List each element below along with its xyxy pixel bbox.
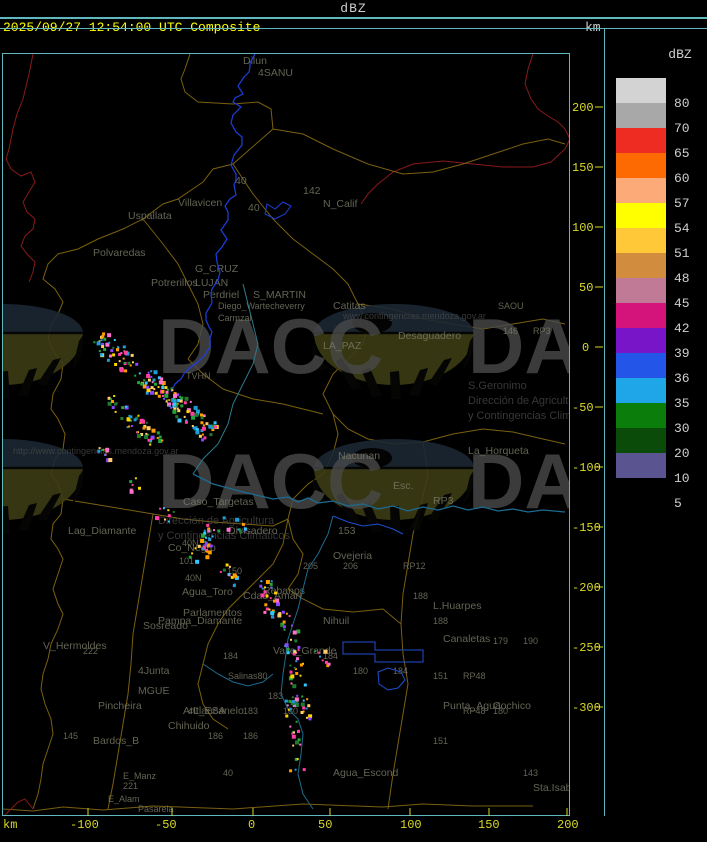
svg-text:40N: 40N xyxy=(185,573,202,583)
svg-text:LUJAN: LUJAN xyxy=(195,277,228,289)
svg-text:Salinas80: Salinas80 xyxy=(228,671,268,681)
svg-text:184: 184 xyxy=(223,651,238,661)
svg-text:Nihuil: Nihuil xyxy=(323,615,349,627)
svg-text:153: 153 xyxy=(338,525,356,537)
svg-text:Potrerillos: Potrerillos xyxy=(151,277,198,289)
svg-text:Villavicen: Villavicen xyxy=(178,197,222,209)
svg-text:Bardos_B: Bardos_B xyxy=(93,735,139,747)
svg-text:Esc.: Esc. xyxy=(393,480,413,492)
svg-text:151: 151 xyxy=(433,736,448,746)
svg-text:188: 188 xyxy=(413,591,428,601)
svg-text:Perdriel: Perdriel xyxy=(203,289,239,301)
svg-text:Lag_Diamante: Lag_Diamante xyxy=(68,525,136,537)
svg-text:N_Calif: N_Calif xyxy=(323,198,358,210)
svg-text:Agua_Toro: Agua_Toro xyxy=(182,586,233,598)
svg-text:Desaguadero: Desaguadero xyxy=(398,330,461,342)
svg-text:y Contingencias Climáticos: y Contingencias Climáticos xyxy=(468,410,570,422)
svg-text:142: 142 xyxy=(303,185,321,197)
svg-text:184: 184 xyxy=(393,666,408,676)
svg-text:Polvaredas: Polvaredas xyxy=(93,247,146,259)
svg-text:Parlamentos: Parlamentos xyxy=(183,607,242,619)
svg-text:4SANU: 4SANU xyxy=(258,67,293,79)
svg-text:Canaletas: Canaletas xyxy=(443,633,490,645)
svg-text:143: 143 xyxy=(523,768,538,778)
svg-text:Cdad_Amari: Cdad_Amari xyxy=(243,590,301,602)
svg-text:206: 206 xyxy=(343,561,358,571)
svg-text:Diego_Wartecheverry: Diego_Wartecheverry xyxy=(218,301,305,311)
svg-text:40: 40 xyxy=(235,175,247,187)
svg-text:Dilun: Dilun xyxy=(243,55,267,67)
svg-text:L.Huarpes: L.Huarpes xyxy=(433,600,481,612)
svg-text:E_Alam: E_Alam xyxy=(108,794,140,804)
svg-text:183: 183 xyxy=(243,706,258,716)
svg-text:www.contingencias.mendoza.gov.: www.contingencias.mendoza.gov.ar xyxy=(342,311,486,321)
svg-text:190: 190 xyxy=(523,636,538,646)
svg-text:221: 221 xyxy=(123,781,138,791)
svg-text:180: 180 xyxy=(353,666,368,676)
svg-text:SAOU: SAOU xyxy=(498,301,524,311)
svg-text:4Junta: 4Junta xyxy=(138,665,170,677)
svg-text:146: 146 xyxy=(503,326,518,336)
svg-text:MGUE: MGUE xyxy=(138,685,170,697)
svg-text:RP3: RP3 xyxy=(533,326,551,336)
svg-text:G_CRUZ: G_CRUZ xyxy=(195,263,239,275)
svg-text:Dirección de Agricultura: Dirección de Agricultura xyxy=(468,395,570,407)
svg-text:Ant_ESA: Ant_ESA xyxy=(183,705,226,717)
svg-text:Cochico: Cochico xyxy=(493,700,531,712)
svg-text:RP12: RP12 xyxy=(403,561,426,571)
svg-text:Caso_Targetas: Caso_Targetas xyxy=(183,496,254,508)
svg-text:Sosreado: Sosreado xyxy=(143,620,188,632)
svg-text:Nacunan: Nacunan xyxy=(338,450,380,462)
svg-text:151: 151 xyxy=(433,671,448,681)
svg-text:http://www.contingencias.mendo: http://www.contingencias.mendoza.gov.ar xyxy=(13,446,178,456)
svg-text:Chihuido: Chihuido xyxy=(168,720,210,732)
svg-text:40: 40 xyxy=(223,768,233,778)
svg-text:222: 222 xyxy=(83,646,98,656)
svg-text:186: 186 xyxy=(243,731,258,741)
svg-text:188: 188 xyxy=(433,616,448,626)
svg-text:145: 145 xyxy=(63,731,78,741)
svg-text:E_Manz: E_Manz xyxy=(123,771,157,781)
svg-text:40: 40 xyxy=(248,202,260,214)
svg-text:40N: 40N xyxy=(182,538,199,548)
svg-text:Carmzal: Carmzal xyxy=(218,313,252,323)
svg-text:Divisadero: Divisadero xyxy=(228,525,278,537)
svg-text:S_MARTIN: S_MARTIN xyxy=(253,289,306,301)
svg-text:Uspallata: Uspallata xyxy=(128,210,172,222)
svg-text:Agua_Escond: Agua_Escond xyxy=(333,767,399,779)
svg-text:Sta.Isabel: Sta.Isabel xyxy=(533,782,570,794)
svg-text:La_Horqueta: La_Horqueta xyxy=(468,445,529,457)
svg-text:RP48: RP48 xyxy=(463,671,486,681)
svg-text:LA_PAZ: LA_PAZ xyxy=(323,340,362,352)
svg-text:RP3: RP3 xyxy=(433,495,454,507)
svg-text:186: 186 xyxy=(208,731,223,741)
svg-text:179: 179 xyxy=(493,636,508,646)
svg-text:TVHN: TVHN xyxy=(186,371,211,381)
svg-text:S.Geronimo: S.Geronimo xyxy=(468,380,527,392)
svg-text:Pincheira: Pincheira xyxy=(98,700,142,712)
svg-text:Catitas: Catitas xyxy=(333,300,366,312)
svg-text:101: 101 xyxy=(179,556,194,566)
